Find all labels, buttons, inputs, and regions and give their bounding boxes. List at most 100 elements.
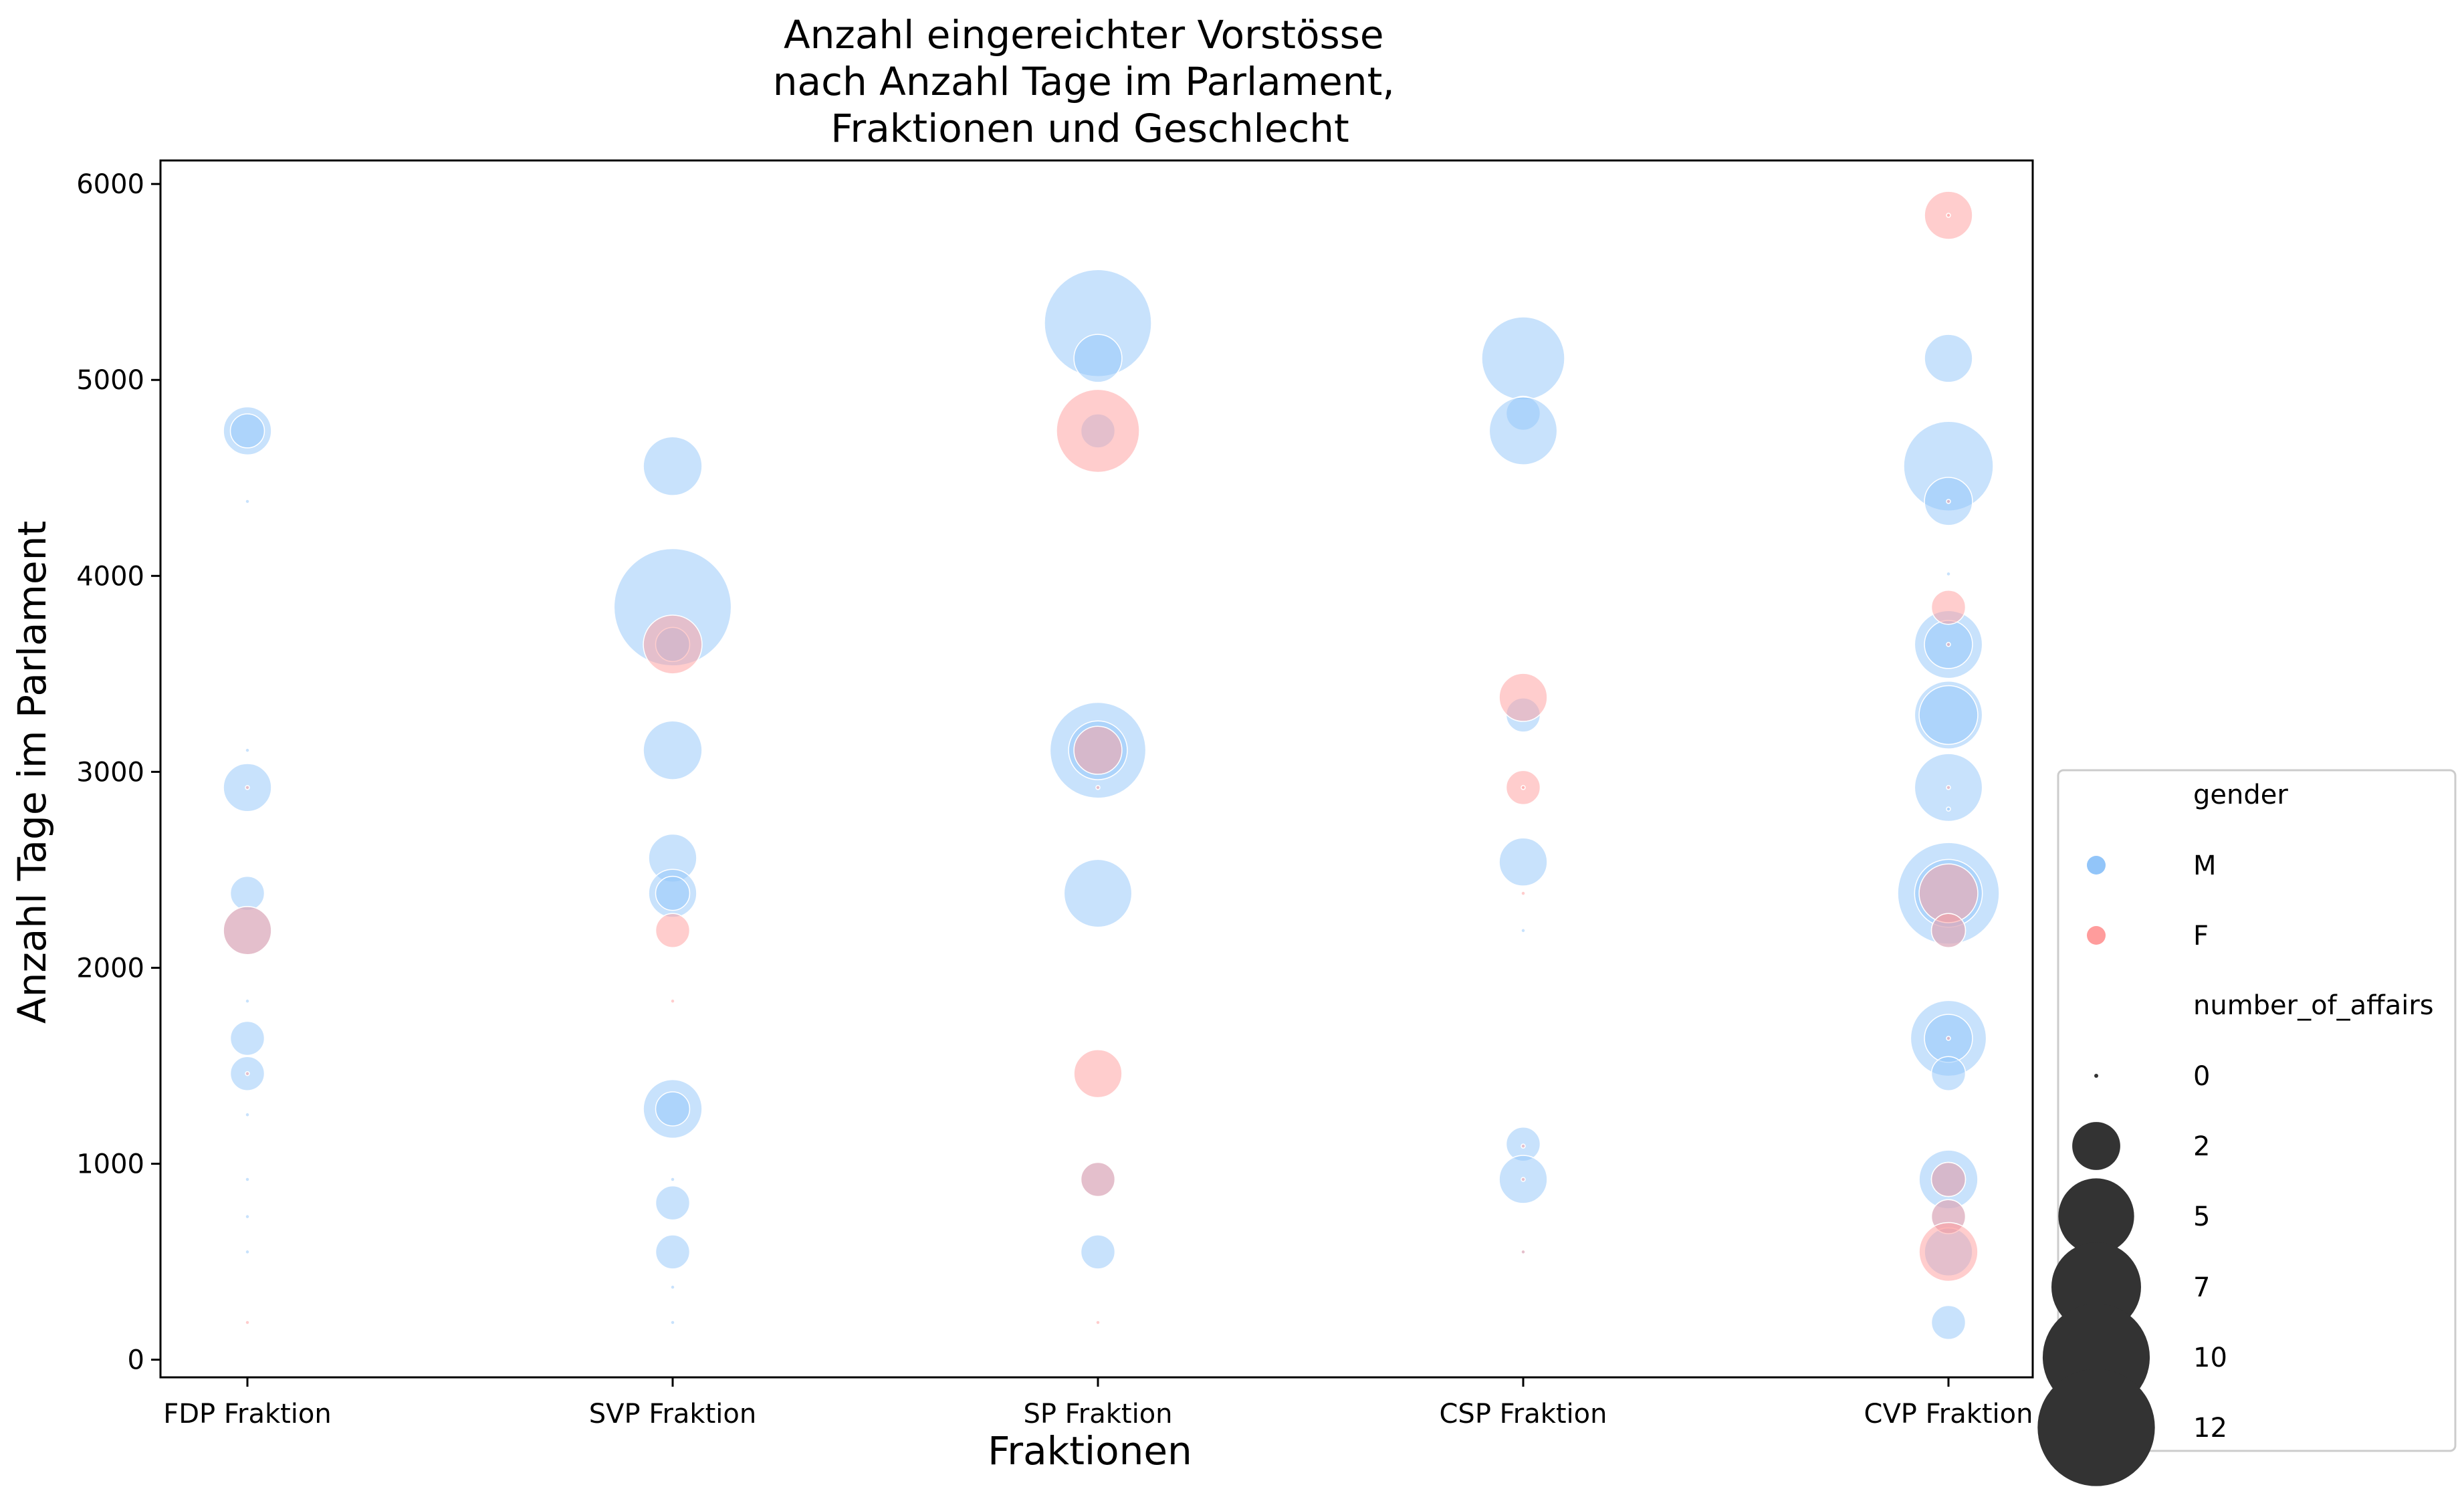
- x-tick-label: CSP Fraktion: [1440, 1399, 1607, 1429]
- data-point-m: [670, 1320, 675, 1325]
- x-tick-label: CVP Fraktion: [1864, 1399, 2033, 1429]
- y-tick-label: 2000: [76, 953, 144, 984]
- data-point-m: [643, 720, 703, 780]
- legend-label-m: M: [2193, 850, 2217, 881]
- y-tick-label: 1000: [76, 1149, 144, 1180]
- data-point-m: [1930, 1304, 1967, 1341]
- data-point-f: [1080, 1161, 1116, 1197]
- data-point-m: [229, 1020, 265, 1056]
- data-point-m: [655, 1234, 691, 1270]
- data-point-f: [1095, 1320, 1101, 1325]
- data-points: [223, 191, 2000, 1341]
- chart-title-line-2: nach Anzahl Tage im Parlament,: [773, 59, 1395, 104]
- data-point-m: [1063, 858, 1133, 928]
- data-point-f: [670, 998, 675, 1004]
- data-point-f: [1521, 891, 1526, 896]
- data-point-f: [1095, 785, 1101, 790]
- data-point-f: [1521, 1143, 1526, 1149]
- legend-size-label: 5: [2193, 1201, 2210, 1232]
- data-point-f: [1073, 725, 1123, 775]
- data-point-f: [1930, 913, 1967, 949]
- data-point-m: [1481, 316, 1565, 400]
- legend-marker-m: [2087, 856, 2106, 875]
- data-point-m: [245, 748, 250, 753]
- data-point-f: [1918, 1222, 1979, 1282]
- legend-size-title: number_of_affairs: [2193, 990, 2434, 1021]
- data-point-m: [1918, 685, 1979, 746]
- data-point-f: [223, 906, 272, 955]
- legend-size-marker: [2094, 1074, 2098, 1078]
- data-point-m: [1946, 571, 1951, 577]
- x-tick-label: FDP Fraktion: [163, 1399, 331, 1429]
- y-tick-label: 0: [128, 1345, 144, 1376]
- data-point-m: [1521, 928, 1526, 933]
- data-point-m: [1498, 837, 1548, 887]
- data-point-m: [1930, 1056, 1967, 1091]
- data-point-m: [245, 1177, 250, 1182]
- data-point-m: [670, 1177, 675, 1182]
- legend-size-label: 10: [2193, 1343, 2227, 1373]
- chart-title-line-3: Fraktionen und Geschlecht: [830, 106, 1349, 151]
- legend-size-label: 0: [2193, 1061, 2210, 1092]
- chart-title: Anzahl eingereichter Vorstösse nach Anza…: [773, 12, 1407, 151]
- legend-box: [2057, 769, 2457, 1452]
- data-point-f: [245, 1070, 250, 1076]
- y-tick-label: 3000: [76, 757, 144, 788]
- data-point-f: [1930, 1161, 1967, 1197]
- data-point-m: [655, 1091, 691, 1127]
- legend-label-f: F: [2193, 921, 2209, 951]
- data-point-f: [1946, 785, 1951, 790]
- legend-size-label: 12: [2193, 1413, 2227, 1444]
- data-point-m: [229, 413, 265, 449]
- chart-title-line-1: Anzahl eingereichter Vorstösse: [784, 12, 1384, 58]
- data-point-m: [1924, 334, 1973, 383]
- data-point-m: [670, 1284, 675, 1290]
- data-point-f: [1521, 1177, 1526, 1182]
- data-point-m: [1488, 396, 1558, 465]
- legend-size-label: 2: [2193, 1131, 2210, 1162]
- data-point-m: [229, 875, 265, 911]
- plot-frame: [159, 159, 2034, 1379]
- data-point-f: [1930, 589, 1967, 625]
- y-tick-label: 6000: [76, 169, 144, 200]
- data-point-m: [245, 1214, 250, 1220]
- data-point-m: [245, 1249, 250, 1255]
- data-point-f: [1521, 1249, 1526, 1255]
- data-point-m: [1080, 1234, 1116, 1270]
- legend-size-marker: [2058, 1178, 2134, 1254]
- data-point-m: [245, 499, 250, 504]
- x-tick-label: SP Fraktion: [1023, 1399, 1172, 1429]
- x-axis-label: Fraktionen: [988, 1428, 1192, 1474]
- data-point-m: [655, 875, 691, 911]
- data-point-m: [655, 1185, 691, 1221]
- data-point-f: [643, 614, 703, 675]
- data-point-f: [1946, 642, 1951, 647]
- data-point-f: [655, 913, 691, 949]
- data-point-m: [245, 1112, 250, 1118]
- data-point-f: [245, 785, 250, 790]
- data-point-f: [1946, 213, 1951, 218]
- legend-size-label: 7: [2193, 1272, 2210, 1303]
- legend-size-marker: [2072, 1122, 2120, 1170]
- data-point-m: [1073, 334, 1123, 383]
- y-tick-label: 5000: [76, 365, 144, 396]
- data-point-f: [1521, 785, 1526, 790]
- axes: 0 1000 2000 3000 4000 5000 6000 FDP Fraktion SVP…: [76, 159, 2034, 1429]
- data-point-m: [1946, 806, 1951, 812]
- legend-size-marker: [2037, 1369, 2155, 1486]
- legend-hue-title: gender: [2193, 780, 2288, 810]
- data-point-f: [1056, 388, 1140, 473]
- legend-marker-f: [2087, 926, 2106, 945]
- data-point-f: [1946, 1036, 1951, 1041]
- y-axis-label: Anzahl Tage im Parlament: [9, 521, 55, 1024]
- data-point-f: [1946, 499, 1951, 504]
- data-point-f: [1498, 673, 1548, 722]
- data-point-m: [245, 998, 250, 1004]
- data-point-m: [643, 436, 703, 496]
- data-point-f: [245, 1320, 250, 1325]
- y-tick-label: 4000: [76, 561, 144, 592]
- data-point-f: [1073, 1049, 1123, 1099]
- x-tick-label: SVP Fraktion: [589, 1399, 756, 1429]
